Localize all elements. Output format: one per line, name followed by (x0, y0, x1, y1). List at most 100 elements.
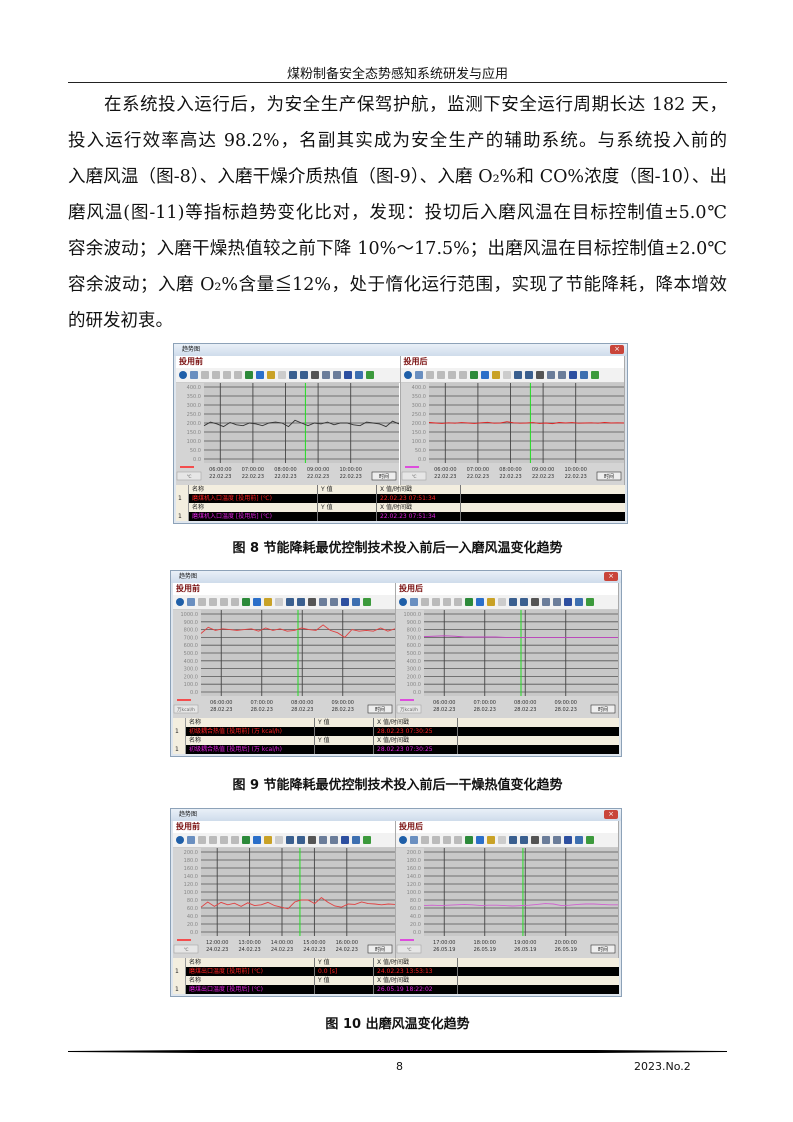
chart-alt-icon[interactable] (553, 836, 561, 844)
pause-icon[interactable] (564, 836, 572, 844)
scale-icon[interactable] (491, 371, 500, 379)
last-icon[interactable] (231, 598, 239, 606)
legend-data-row[interactable]: 1 初级耦合热值 [投用后] (万 kcal/h) 28.02.23 07:30:2… (173, 745, 619, 754)
forward-icon[interactable] (447, 371, 456, 379)
chart-icon[interactable] (542, 598, 550, 606)
close-button[interactable]: × (610, 345, 624, 354)
time-button[interactable] (590, 704, 616, 714)
time-button-label[interactable]: 时间 (603, 473, 613, 480)
clock-icon[interactable] (531, 836, 539, 844)
forward-icon[interactable] (220, 598, 228, 606)
clock-icon[interactable] (311, 371, 319, 379)
time-button[interactable] (371, 471, 397, 481)
export-icon[interactable] (410, 836, 418, 844)
refresh-icon[interactable] (363, 836, 371, 844)
time-button-label[interactable]: 时间 (598, 946, 608, 953)
chart-alt-icon[interactable] (557, 371, 566, 379)
chart-alt-icon[interactable] (330, 598, 338, 606)
first-icon[interactable] (425, 371, 434, 379)
forward-icon[interactable] (223, 371, 231, 379)
grid-alt-icon[interactable] (524, 371, 533, 379)
first-icon[interactable] (198, 836, 206, 844)
zoom-icon[interactable] (242, 598, 250, 606)
time-button-label[interactable]: 时间 (375, 706, 385, 713)
grid-icon[interactable] (509, 598, 517, 606)
time-button-label[interactable]: 时间 (375, 946, 385, 953)
rewind-icon[interactable] (432, 598, 440, 606)
zoom-icon[interactable] (465, 598, 473, 606)
print-icon[interactable] (575, 836, 583, 844)
rewind-icon[interactable] (436, 371, 445, 379)
pause-icon[interactable] (341, 836, 349, 844)
export-icon[interactable] (187, 836, 195, 844)
time-button[interactable] (596, 471, 621, 481)
scale-icon[interactable] (264, 836, 272, 844)
chart-icon[interactable] (319, 836, 327, 844)
print-icon[interactable] (579, 371, 588, 379)
legend-data-row[interactable]: 1 磨煤机入口温度 [投用后] (℃) 22.02.23 07:51:34 (176, 512, 625, 521)
grid-alt-icon[interactable] (520, 836, 528, 844)
zoom-icon[interactable] (242, 836, 250, 844)
forward-icon[interactable] (443, 598, 451, 606)
time-button[interactable] (367, 704, 393, 714)
export-icon[interactable] (410, 598, 418, 606)
pan-icon[interactable] (256, 371, 264, 379)
pan-icon[interactable] (253, 598, 261, 606)
zoom-icon[interactable] (469, 371, 478, 379)
zoom-icon[interactable] (245, 371, 253, 379)
help-icon[interactable] (176, 836, 184, 844)
legend-data-row[interactable]: 1 初级耦合热值 [投用前] (万 kcal/h) 28.02.23 07:30:2… (173, 727, 619, 736)
grid-icon[interactable] (289, 371, 297, 379)
help-icon[interactable] (399, 836, 407, 844)
time-button-label[interactable]: 时间 (379, 473, 389, 480)
refresh-icon[interactable] (363, 598, 371, 606)
blank-icon[interactable] (498, 598, 506, 606)
clock-icon[interactable] (531, 598, 539, 606)
print-icon[interactable] (352, 598, 360, 606)
last-icon[interactable] (454, 836, 462, 844)
blank-icon[interactable] (275, 836, 283, 844)
last-icon[interactable] (231, 836, 239, 844)
help-icon[interactable] (403, 371, 412, 379)
refresh-icon[interactable] (586, 836, 594, 844)
zoom-icon[interactable] (465, 836, 473, 844)
time-button-label[interactable]: 时间 (598, 706, 608, 713)
last-icon[interactable] (458, 371, 467, 379)
scale-icon[interactable] (487, 598, 495, 606)
grid-icon[interactable] (286, 836, 294, 844)
blank-icon[interactable] (275, 598, 283, 606)
pan-icon[interactable] (476, 598, 484, 606)
first-icon[interactable] (198, 598, 206, 606)
last-icon[interactable] (234, 371, 242, 379)
time-button[interactable] (367, 944, 393, 954)
rewind-icon[interactable] (209, 598, 217, 606)
grid-alt-icon[interactable] (300, 371, 308, 379)
clock-icon[interactable] (535, 371, 544, 379)
grid-icon[interactable] (286, 598, 294, 606)
legend-data-row[interactable]: 1 磨煤出口温度 [投用后] (℃) 26.05.19 18:22:02 (173, 985, 619, 994)
rewind-icon[interactable] (209, 836, 217, 844)
chart-alt-icon[interactable] (330, 836, 338, 844)
chart-alt-icon[interactable] (333, 371, 341, 379)
first-icon[interactable] (421, 598, 429, 606)
chart-alt-icon[interactable] (553, 598, 561, 606)
pan-icon[interactable] (476, 836, 484, 844)
grid-icon[interactable] (509, 836, 517, 844)
refresh-icon[interactable] (366, 371, 374, 379)
pause-icon[interactable] (568, 371, 577, 379)
refresh-icon[interactable] (586, 598, 594, 606)
print-icon[interactable] (352, 836, 360, 844)
chart-icon[interactable] (322, 371, 330, 379)
chart-icon[interactable] (319, 598, 327, 606)
pause-icon[interactable] (341, 598, 349, 606)
chart-icon[interactable] (546, 371, 555, 379)
print-icon[interactable] (355, 371, 363, 379)
time-button[interactable] (590, 944, 616, 954)
forward-icon[interactable] (220, 836, 228, 844)
export-icon[interactable] (187, 598, 195, 606)
print-icon[interactable] (575, 598, 583, 606)
rewind-icon[interactable] (432, 836, 440, 844)
forward-icon[interactable] (443, 836, 451, 844)
export-icon[interactable] (190, 371, 198, 379)
pan-icon[interactable] (480, 371, 489, 379)
